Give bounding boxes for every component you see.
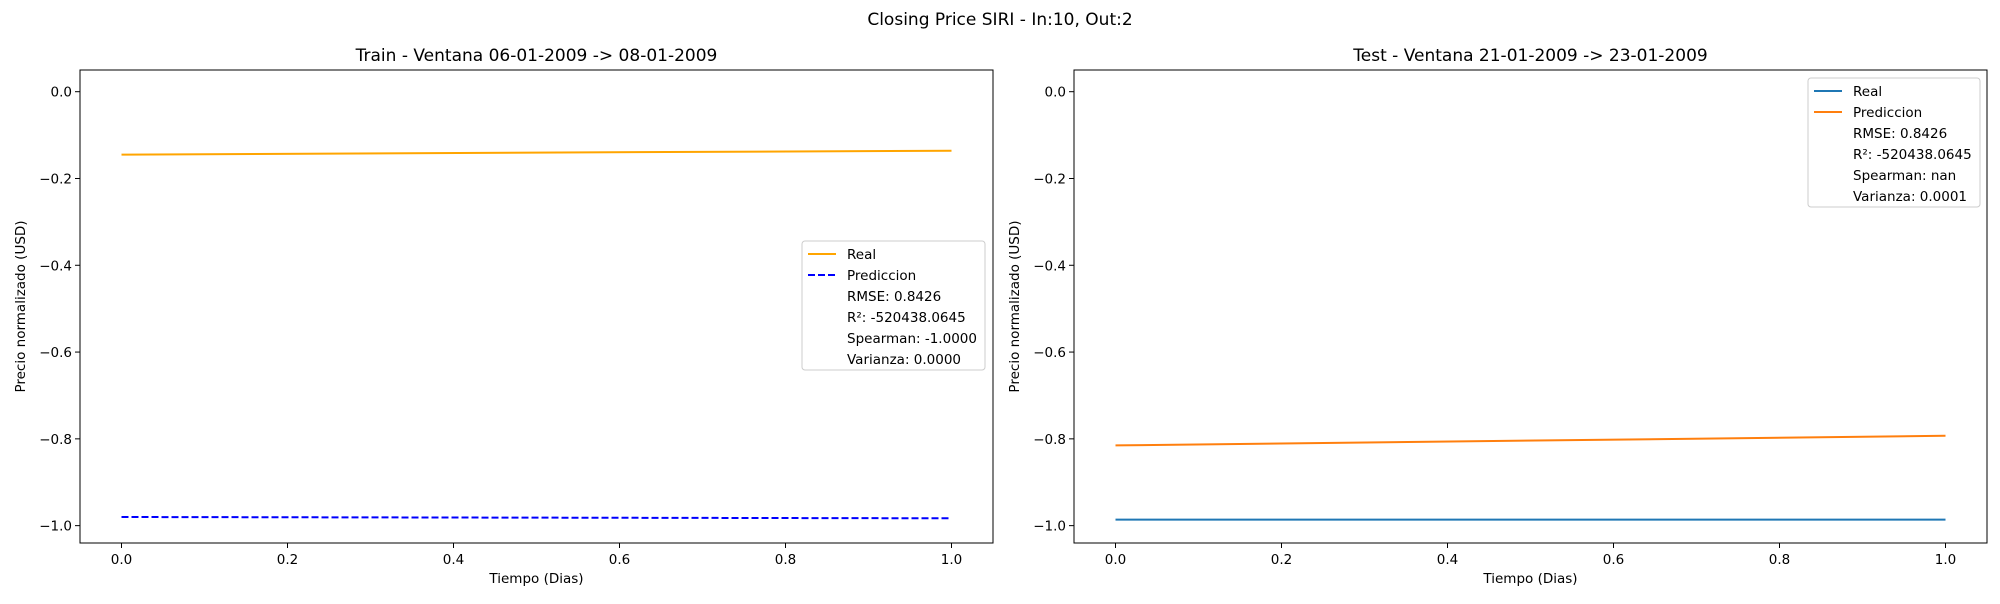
y-tick-label: −0.6	[39, 345, 72, 361]
x-tick-label: 0.2	[277, 552, 298, 568]
x-tick-label: 0.6	[609, 552, 630, 568]
axes-title: Test - Ventana 21-01-2009 -> 23-01-2009	[1352, 46, 1707, 66]
legend-metric: Varianza: 0.0001	[1853, 189, 1967, 205]
x-tick-label: 1.0	[941, 552, 962, 568]
legend-frame	[1807, 77, 1981, 208]
x-tick-label: 0.4	[443, 552, 464, 568]
series-line-real	[121, 149, 952, 156]
legend-metric: R²: -520438.0645	[847, 310, 966, 326]
y-tick-label: −0.4	[1033, 258, 1066, 274]
y-tick-label: −0.6	[1033, 345, 1066, 361]
legend-metric: RMSE: 0.8426	[847, 289, 941, 305]
legend-frame	[801, 240, 986, 371]
figure-suptitle: Closing Price SIRI - In:10, Out:2	[867, 10, 1132, 30]
x-tick-label: 0.0	[1105, 552, 1126, 568]
y-tick-label: 0.0	[51, 85, 72, 101]
legend-metric: Spearman: -1.0000	[847, 331, 977, 347]
y-tick-label: −0.8	[1033, 432, 1066, 448]
x-axis-label: Tiempo (Dias)	[488, 571, 583, 587]
legend-metric: R²: -520438.0645	[1853, 147, 1972, 163]
legend: Real Prediccion RMSE: 0.8426 R²: -520438.06…	[801, 240, 986, 371]
y-tick-label: −0.8	[39, 432, 72, 448]
x-axis-label: Tiempo (Dias)	[1482, 571, 1577, 587]
axes-frame	[79, 69, 994, 544]
axes-title: Train - Ventana 06-01-2009 -> 08-01-2009	[355, 46, 718, 66]
series-line-prediccion	[121, 516, 952, 520]
y-axis-label: Precio normalizado (USD)	[13, 220, 29, 392]
legend-entry: Prediccion	[847, 268, 916, 284]
x-tick-label: 0.0	[111, 552, 132, 568]
x-tick-label: 0.2	[1271, 552, 1292, 568]
y-axis-label: Precio normalizado (USD)	[1007, 220, 1023, 392]
x-tick-label: 0.6	[1603, 552, 1624, 568]
test-panel: Test - Ventana 21-01-2009 -> 23-01-2009 0…	[1007, 46, 1988, 587]
axes-frame	[1073, 69, 1988, 544]
x-tick-label: 0.4	[1437, 552, 1458, 568]
legend-entry: Prediccion	[1853, 105, 1922, 121]
y-tick-label: −1.0	[39, 519, 72, 535]
legend-metric: Varianza: 0.0000	[847, 352, 961, 368]
y-tick-label: −0.4	[39, 258, 72, 274]
legend-entry: Real	[847, 247, 876, 263]
legend: Real Prediccion RMSE: 0.8426 R²: -520438.06…	[1807, 77, 1981, 208]
legend-metric: Spearman: nan	[1853, 168, 1956, 184]
x-tick-label: 1.0	[1935, 552, 1956, 568]
x-tick-label: 0.8	[775, 552, 796, 568]
legend-metric: RMSE: 0.8426	[1853, 126, 1947, 142]
x-tick-label: 0.8	[1769, 552, 1790, 568]
y-tick-label: 0.0	[1045, 85, 1066, 101]
series-line-prediccion	[1115, 434, 1946, 447]
train-panel: Train - Ventana 06-01-2009 -> 08-01-2009…	[13, 46, 994, 587]
legend-entry: Real	[1853, 84, 1882, 100]
y-tick-label: −0.2	[39, 171, 72, 187]
y-tick-label: −0.2	[1033, 171, 1066, 187]
y-tick-label: −1.0	[1033, 519, 1066, 535]
